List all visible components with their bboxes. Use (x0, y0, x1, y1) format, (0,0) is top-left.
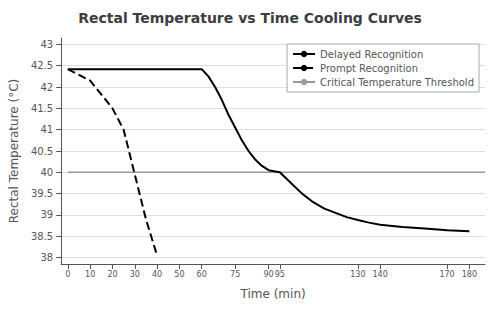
svg-text:60: 60 (197, 270, 207, 279)
svg-text:75: 75 (230, 270, 240, 279)
svg-text:10: 10 (85, 270, 95, 279)
svg-text:Critical Temperature Threshold: Critical Temperature Threshold (320, 77, 474, 88)
svg-text:42.5: 42.5 (31, 60, 53, 71)
svg-text:170: 170 (439, 270, 454, 279)
svg-text:95: 95 (275, 270, 285, 279)
svg-text:38: 38 (40, 252, 53, 263)
svg-text:43: 43 (40, 39, 53, 50)
svg-text:Delayed Recognition: Delayed Recognition (320, 49, 423, 60)
svg-text:40: 40 (40, 167, 53, 178)
svg-text:42: 42 (40, 82, 53, 93)
svg-text:50: 50 (174, 270, 184, 279)
svg-text:130: 130 (350, 270, 365, 279)
svg-text:40: 40 (152, 270, 162, 279)
svg-text:Time (min): Time (min) (239, 287, 305, 301)
svg-text:39: 39 (40, 209, 53, 220)
svg-text:40.5: 40.5 (31, 146, 53, 157)
svg-text:41: 41 (40, 124, 53, 135)
svg-text:Rectal Temperature vs Time Coo: Rectal Temperature vs Time Cooling Curve… (78, 10, 422, 26)
svg-text:Prompt Recognition: Prompt Recognition (320, 63, 418, 74)
svg-text:38.5: 38.5 (31, 231, 53, 242)
svg-text:41.5: 41.5 (31, 103, 53, 114)
svg-text:0: 0 (65, 270, 70, 279)
svg-text:39.5: 39.5 (31, 188, 53, 199)
svg-text:180: 180 (462, 270, 477, 279)
svg-text:Rectal Temperature (°C): Rectal Temperature (°C) (7, 79, 21, 224)
svg-text:90: 90 (264, 270, 274, 279)
svg-text:30: 30 (130, 270, 140, 279)
svg-text:20: 20 (107, 270, 117, 279)
svg-text:140: 140 (373, 270, 388, 279)
